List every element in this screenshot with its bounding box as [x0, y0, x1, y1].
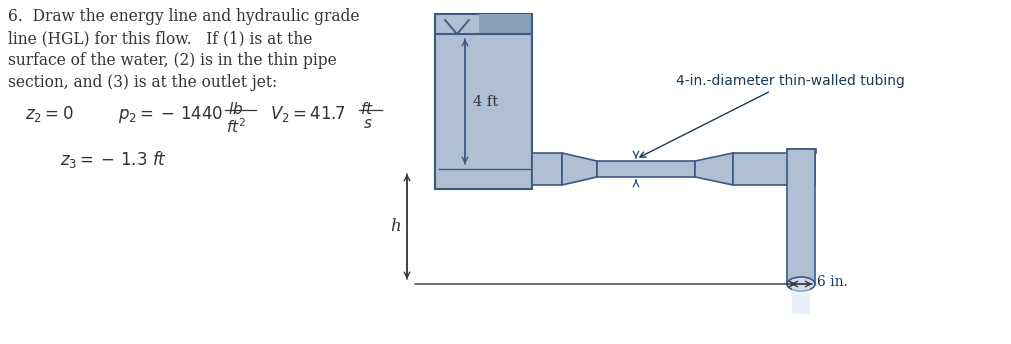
Text: $s$: $s$	[363, 117, 373, 131]
Polygon shape	[695, 153, 733, 185]
Text: 6 in.: 6 in.	[817, 275, 848, 289]
Text: surface of the water, (2) is in the thin pipe: surface of the water, (2) is in the thin…	[8, 52, 337, 69]
Bar	[787, 149, 816, 153]
Bar	[532, 153, 562, 185]
Bar	[733, 153, 815, 185]
Text: $V_2 = 41.7$: $V_2 = 41.7$	[270, 104, 346, 124]
Bar	[787, 149, 815, 284]
Text: 6.  Draw the energy line and hydraulic grade: 6. Draw the energy line and hydraulic gr…	[8, 8, 360, 25]
Text: h: h	[390, 218, 401, 235]
Bar	[598, 161, 695, 177]
Text: $p_2 =-\, 1440$: $p_2 =-\, 1440$	[118, 104, 223, 125]
Text: $z_3 =-\,1.3\ ft$: $z_3 =-\,1.3\ ft$	[60, 149, 167, 170]
Bar	[435, 14, 532, 189]
Bar	[478, 14, 531, 34]
Text: $ft^2$: $ft^2$	[226, 117, 246, 136]
Text: line (HGL) for this flow.   If (1) is at the: line (HGL) for this flow. If (1) is at t…	[8, 30, 312, 47]
Bar	[792, 284, 810, 314]
Text: 4 ft: 4 ft	[473, 95, 498, 108]
Text: $z_2 = 0$: $z_2 = 0$	[25, 104, 74, 124]
Polygon shape	[562, 153, 598, 185]
Text: section, and (3) is at the outlet jet:: section, and (3) is at the outlet jet:	[8, 74, 277, 91]
Text: $lb$: $lb$	[228, 101, 244, 117]
Text: 4-in.-diameter thin-walled tubing: 4-in.-diameter thin-walled tubing	[640, 74, 905, 157]
Text: $ft$: $ft$	[360, 101, 374, 117]
Ellipse shape	[787, 277, 815, 291]
